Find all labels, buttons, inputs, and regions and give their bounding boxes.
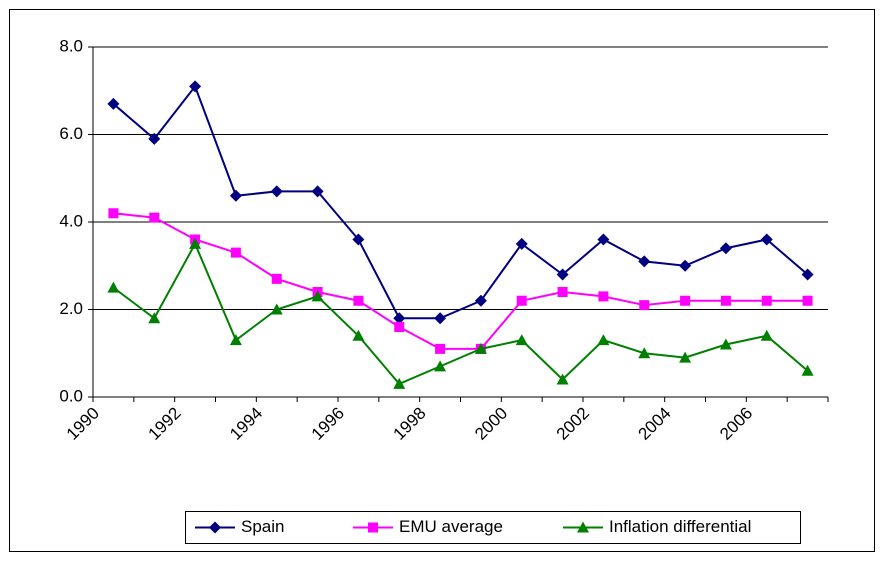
chart-border xyxy=(9,9,875,552)
legend-label: Inflation differential xyxy=(609,517,751,536)
point xyxy=(577,521,589,533)
point xyxy=(680,295,691,306)
point xyxy=(394,322,405,332)
point xyxy=(720,295,731,306)
point xyxy=(352,329,365,341)
point xyxy=(393,377,406,389)
point xyxy=(229,189,242,202)
point xyxy=(189,80,202,93)
point xyxy=(189,237,202,249)
y-tick-label: 2.0 xyxy=(59,299,83,318)
point xyxy=(229,334,242,346)
point xyxy=(107,281,120,293)
point xyxy=(393,312,406,325)
point xyxy=(515,237,528,250)
point xyxy=(230,247,241,258)
point xyxy=(679,351,692,363)
point xyxy=(368,522,378,533)
point xyxy=(434,360,447,372)
y-tick-label: 4.0 xyxy=(59,211,83,230)
point xyxy=(270,303,283,315)
point xyxy=(802,295,813,306)
point xyxy=(679,259,692,272)
point xyxy=(638,347,651,359)
legend-label: EMU average xyxy=(399,517,503,536)
point xyxy=(108,208,119,219)
point xyxy=(352,233,365,246)
point xyxy=(556,373,569,385)
point xyxy=(149,212,160,223)
point xyxy=(434,312,447,325)
point xyxy=(148,312,161,324)
point xyxy=(557,287,568,297)
series-line xyxy=(112,84,809,320)
point xyxy=(311,290,324,302)
point xyxy=(515,334,528,346)
point xyxy=(801,268,814,281)
point xyxy=(435,343,446,354)
point xyxy=(474,342,487,354)
point xyxy=(516,295,527,306)
point xyxy=(760,329,773,341)
point xyxy=(598,291,609,302)
y-tick-label: 0.0 xyxy=(59,386,83,405)
point xyxy=(719,338,732,350)
legend-box xyxy=(185,511,801,544)
point xyxy=(597,334,610,346)
series-line xyxy=(112,241,809,386)
point xyxy=(801,364,814,376)
point xyxy=(597,233,610,246)
point xyxy=(353,295,364,306)
point xyxy=(474,294,487,307)
point xyxy=(209,521,221,534)
point xyxy=(639,300,650,311)
point xyxy=(148,132,161,145)
point xyxy=(638,255,651,268)
y-tick-label: 6.0 xyxy=(59,124,83,143)
point xyxy=(760,233,773,246)
series-line xyxy=(113,212,808,350)
point xyxy=(271,273,282,284)
point xyxy=(761,295,772,306)
point xyxy=(311,185,324,198)
point xyxy=(719,242,732,255)
point xyxy=(270,185,283,198)
point xyxy=(107,97,120,110)
y-tick-label: 8.0 xyxy=(59,36,83,55)
legend-label: Spain xyxy=(241,517,284,536)
point xyxy=(556,268,569,281)
